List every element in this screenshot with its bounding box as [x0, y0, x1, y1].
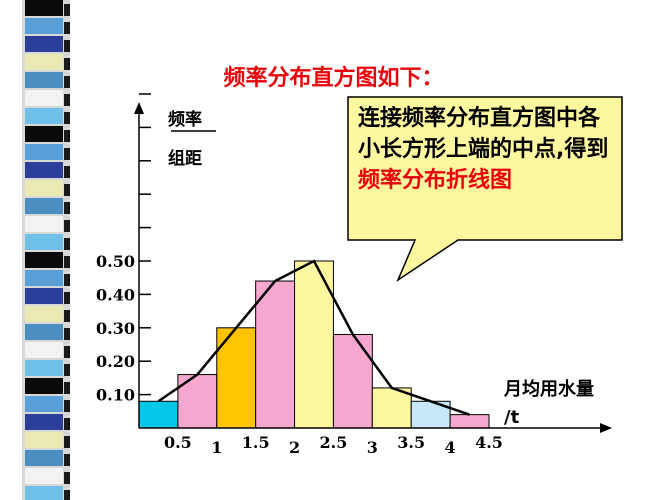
histogram-bar — [371, 387, 412, 429]
stripe-block — [25, 54, 63, 70]
stripe-block — [25, 486, 63, 500]
stripe-shadow — [64, 184, 70, 196]
histogram-bar — [255, 280, 296, 429]
stripe-shadow — [64, 130, 70, 142]
stripe-block — [25, 36, 63, 52]
callout-bubble — [347, 96, 623, 283]
stripe-block — [25, 90, 63, 106]
x-tick-label: 4 — [445, 438, 456, 457]
stripe-block — [25, 0, 63, 16]
stripe-shadow — [64, 490, 70, 500]
x-tick-label: 3 — [367, 438, 378, 457]
x-axis-arrow — [600, 423, 612, 433]
stripe-shadow — [64, 382, 70, 394]
y-tick-label: 0.50 — [96, 252, 135, 271]
stripe-block — [25, 162, 63, 178]
stripe-block — [25, 324, 63, 340]
x-axis-label-name: 月均用水量 — [504, 379, 594, 400]
stripe-block — [25, 252, 63, 268]
stripe-block — [25, 360, 63, 376]
stripe-block — [25, 396, 63, 412]
stripe-shadow — [64, 166, 70, 178]
stripe-block — [25, 198, 63, 214]
y-axis-arrow — [134, 102, 144, 114]
histogram-bar — [138, 400, 179, 429]
stripe-shadow — [64, 256, 70, 268]
stripe-shadow — [64, 274, 70, 286]
chart-title: 频率分布直方图如下： — [223, 66, 444, 91]
callout-box — [347, 96, 623, 283]
stripe-shadow — [64, 346, 70, 358]
stripe-block — [25, 468, 63, 484]
stripe-shadow — [64, 328, 70, 340]
stripe-block — [25, 108, 63, 124]
x-tick-label: 1 — [211, 438, 222, 457]
stripe-shadow — [64, 40, 70, 52]
stripe-shadow — [64, 292, 70, 304]
stripe-block — [25, 414, 63, 430]
stripe-shadow — [64, 94, 70, 106]
callout-prefix: 连接频率分布直方图中各小长方形上端的中点,得到 — [358, 106, 609, 162]
stripe-block — [25, 18, 63, 34]
stripe-shadow — [64, 58, 70, 70]
stripe-block — [25, 144, 63, 160]
x-tick-label: 3.5 — [397, 433, 425, 452]
stripe-block — [25, 432, 63, 448]
stripe-shadow — [64, 454, 70, 466]
stripe-shadow — [64, 472, 70, 484]
stripe-shadow — [64, 202, 70, 214]
stripe-shadow — [64, 364, 70, 376]
stripe-shadow — [64, 76, 70, 88]
stripe-shadow — [64, 22, 70, 34]
y-axis-label-denominator: 组距 — [168, 149, 202, 169]
y-tick-label: 0.30 — [96, 319, 135, 338]
histogram-bar — [294, 260, 334, 429]
x-tick-label: 2 — [289, 438, 300, 457]
stripe-block — [25, 126, 63, 142]
stripe-shadow — [64, 112, 70, 124]
stripe-block — [25, 342, 63, 358]
x-tick-label: 1.5 — [242, 433, 270, 452]
stripe-shadow — [64, 148, 70, 160]
stripe-block — [25, 234, 63, 250]
stripe-block — [25, 180, 63, 196]
callout-highlight: 频率分布折线图 — [358, 168, 513, 193]
y-tick-label: 0.20 — [96, 352, 135, 371]
stripe-shadow — [64, 238, 70, 250]
stripe-block — [25, 270, 63, 286]
stripe-block — [25, 216, 63, 232]
y-tick-label: 0.40 — [96, 285, 135, 304]
y-tick-label: 0.10 — [96, 386, 135, 405]
decorative-stripe-border — [0, 0, 75, 500]
x-tick-label: 0.5 — [164, 433, 192, 452]
stripe-shadow — [64, 400, 70, 412]
stripe-block — [25, 72, 63, 88]
histogram-bar — [449, 414, 490, 429]
callout-text: 连接频率分布直方图中各小长方形上端的中点,得到频率分布折线图 — [358, 103, 614, 196]
stripe-shadow — [64, 418, 70, 430]
stripe-block — [25, 288, 63, 304]
histogram-bar — [332, 333, 373, 429]
stripe-shadow — [64, 4, 70, 16]
stripe-shadow — [64, 310, 70, 322]
stripe-block — [25, 450, 63, 466]
x-axis-label-unit: /t — [504, 407, 520, 428]
stripe-shadow — [64, 220, 70, 232]
x-tick-label: 4.5 — [475, 433, 503, 452]
stripe-block — [25, 378, 63, 394]
y-axis-label-numerator: 频率 — [168, 110, 202, 130]
frequency-polygon-line — [157, 259, 470, 416]
stripe-block — [25, 306, 63, 322]
stripe-shadow — [64, 436, 70, 448]
x-tick-label: 2.5 — [320, 433, 348, 452]
x-axis-label: 月均用水量 /t — [504, 376, 594, 432]
